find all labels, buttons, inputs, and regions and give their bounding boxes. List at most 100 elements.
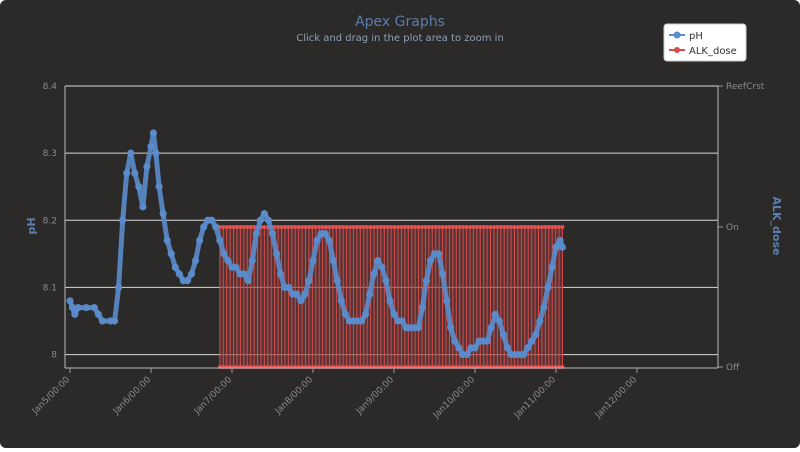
ph-point-102 [483,337,491,345]
alk-dose-point-on-29 [317,225,322,229]
x-tick-1: Jan6/00:00 [111,375,153,417]
ph-point-114 [532,330,540,339]
ph-point-91 [439,270,447,278]
ph-point-107 [503,344,511,352]
y-axis-title-right: ALK_dose [770,197,783,256]
ph-point-53 [285,283,293,292]
alk-dose-point-on-63 [433,225,438,229]
alk-dose-point-on-73 [467,225,472,229]
ph-point-105 [495,317,503,325]
ph-point-32 [200,223,208,231]
ph-point-112 [524,344,532,352]
alk-dose-point-on-80 [491,225,496,229]
legend-ph-marker [673,31,681,39]
ph-point-81 [398,317,406,325]
ph-point-10 [115,283,123,292]
alk-dose-point-on-8 [245,225,250,229]
alk-dose-point-on-2 [224,225,229,229]
ph-point-79 [390,310,398,318]
y-tick-left-0: 8 [51,351,57,361]
ph-point-7 [98,317,106,325]
alk-dose-point-on-23 [296,225,301,229]
legend-alk-label[interactable]: ALK_dose [689,46,737,57]
ph-point-113 [528,337,536,345]
alk-dose-point-on-4 [231,225,236,229]
x-tick-5: Jan10/00:00 [431,375,477,421]
alk-dose-point-on-48 [382,225,387,229]
ph-point-75 [374,256,382,265]
ph-point-85 [414,324,422,332]
alk-dose-point-on-65 [440,225,445,229]
ph-point-35 [212,223,220,231]
ph-point-106 [499,330,507,339]
ph-point-26 [175,270,183,278]
legend-box [663,23,747,62]
alk-dose-point-on-76 [478,225,483,229]
ph-point-9 [110,317,119,325]
ph-point-60 [313,236,321,245]
ph-point-74 [370,270,378,278]
alk-dose-point-on-55 [406,225,411,229]
ph-point-43 [244,277,252,285]
alk-dose-point-on-67 [447,225,452,229]
ph-point-115 [536,317,544,325]
ph-point-21 [155,183,163,191]
ph-point-15 [135,183,143,191]
ph-point-1 [68,303,77,312]
ph-point-19 [149,129,158,137]
y-tick-left-4: 8.4 [43,82,58,92]
alk-dose-point-on-35 [337,225,342,229]
x-tick-6: Jan11/00:00 [512,375,558,421]
alk-dose-point-on-75 [474,225,479,229]
alk-dose-point-on-22 [293,225,298,229]
ph-point-13 [127,149,135,157]
ph-point-77 [382,277,390,285]
x-tick-0: Jan5/00:00 [30,375,72,417]
ph-point-78 [386,297,394,305]
ph-point-5 [90,303,98,312]
alk-dose-point-on-51 [392,225,397,229]
alk-dose-point-on-53 [399,225,404,229]
ph-point-17 [143,162,151,171]
ph-point-12 [123,169,131,177]
legend[interactable]: pH ALK_dose [663,23,747,62]
alk-dose-point-on-77 [481,225,486,229]
alk-dose-point-on-90 [526,225,531,229]
alk-dose-point-on-47 [378,225,383,229]
ph-point-29 [187,270,196,278]
ph-point-58 [305,277,313,285]
ph-point-38 [224,256,232,265]
alk-dose-point-on-20 [286,225,291,229]
ph-point-121 [558,243,567,251]
alk-dose-point-on-89 [522,225,527,229]
alk-dose-point-on-49 [385,225,390,229]
alk-dose-point-on-84 [505,225,510,229]
alk-dose-point-on-27 [310,225,315,229]
ph-point-104 [491,310,499,318]
alk-dose-point-on-50 [389,225,394,229]
ph-point-97 [463,350,471,359]
legend-alk-marker [674,47,680,53]
ph-point-14 [131,169,139,177]
alk-dose-point-on-28 [313,225,318,229]
ph-point-111 [520,350,528,359]
alk-dose-point-on-66 [443,225,448,229]
chart-title: Apex Graphs [355,14,445,30]
alk-dose-point-on-41 [358,225,363,229]
ph-point-88 [426,256,435,265]
ph-point-119 [552,243,560,251]
legend-ph-label[interactable]: pH [689,31,703,42]
ph-point-22 [159,209,167,218]
alk-dose-point-on-72 [464,225,469,229]
alk-dose-point-on-38 [348,225,353,229]
ph-point-20 [152,149,160,157]
alk-dose-point-on-78 [485,225,490,229]
ph-point-28 [183,277,192,285]
alk-dose-point-on-58 [416,225,421,229]
alk-dose-point-on-42 [361,225,366,229]
alk-dose-point-on-19 [282,225,287,229]
ph-point-67 [341,310,349,318]
ph-point-72 [362,310,370,318]
ph-point-36 [216,236,224,245]
